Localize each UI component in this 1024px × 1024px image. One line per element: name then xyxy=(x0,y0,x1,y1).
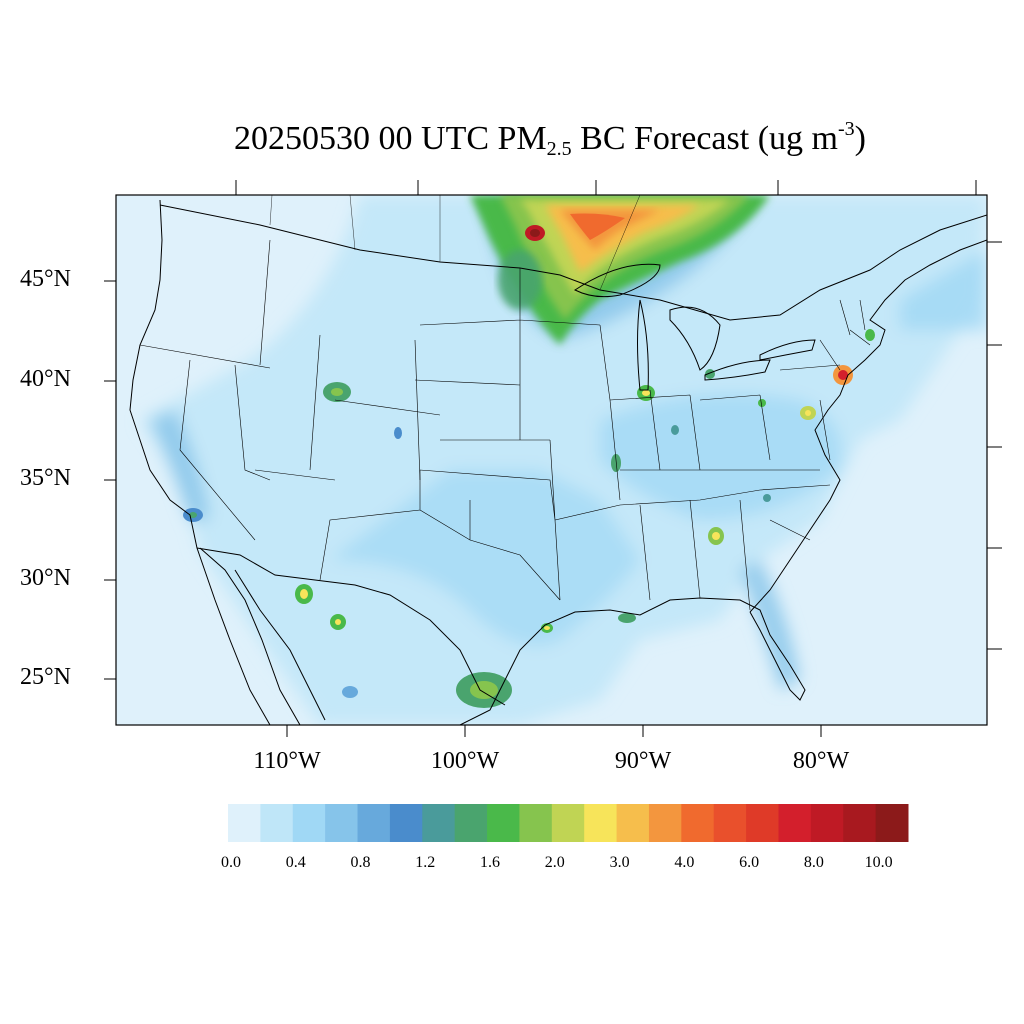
lat-label-35: 35°N xyxy=(20,465,71,491)
lon-label-80: 80°W xyxy=(792,748,850,774)
map-panel xyxy=(104,180,1002,737)
colorbar-swatch xyxy=(228,804,261,842)
lat-label-25: 25°N xyxy=(20,664,71,690)
map-title: 20250530 00 UTC PM2.5 BC Forecast (ug m-… xyxy=(0,118,1024,161)
colorbar-swatch xyxy=(422,804,456,842)
boundaries xyxy=(129,195,987,725)
hotspot-la xyxy=(183,508,203,522)
baja-coastline xyxy=(199,547,301,725)
colorbar-tick-label: 2.0 xyxy=(544,854,565,871)
colorbar-swatch xyxy=(810,804,844,842)
colorbar-swatch xyxy=(843,804,877,842)
lat-label-40: 40°N xyxy=(20,366,71,392)
colorbar-swatch xyxy=(713,804,747,842)
colorbar-swatch xyxy=(357,804,391,842)
colorbar-swatch xyxy=(681,804,715,842)
colorbar-swatch xyxy=(519,804,553,842)
atlantic-coastline xyxy=(749,239,987,613)
hotspot-sonora-a xyxy=(295,584,313,604)
colorbar-swatch xyxy=(875,804,909,842)
colorbar-swatch xyxy=(616,804,650,842)
colorbar-tick-label: 0.0 xyxy=(221,854,241,871)
axis-ticks xyxy=(104,180,1002,737)
state-boundaries xyxy=(139,239,871,611)
colorbar-swatch xyxy=(551,804,585,842)
hotspot-new-orleans xyxy=(618,613,636,623)
concentration-field xyxy=(129,195,987,725)
hotspot-mexico-west xyxy=(342,686,358,698)
colorbar-swatch xyxy=(260,804,294,842)
colorbar-swatch xyxy=(325,804,359,842)
smoke-plume xyxy=(470,195,770,345)
colorbar-tick-label: 1.6 xyxy=(480,854,501,871)
hotspots xyxy=(183,329,875,708)
colorbar-tick-label: 3.0 xyxy=(609,854,630,871)
gulf-of-california xyxy=(234,569,326,721)
colorbar-tick-label: 10.0 xyxy=(864,854,893,871)
colorbar-swatch xyxy=(292,804,326,842)
title-subscript: 2.5 xyxy=(546,138,572,160)
colorbar-tick-label: 0.8 xyxy=(350,854,371,871)
great-lakes xyxy=(574,263,816,391)
title-suffix: ) xyxy=(854,120,866,157)
title-prefix: 20250530 00 UTC PM xyxy=(234,120,547,157)
hotspot-chicago xyxy=(637,385,655,401)
colorbar-swatch xyxy=(487,804,520,842)
colorbar-tick-label: 0.4 xyxy=(285,854,306,871)
hotspot-sonora-b xyxy=(330,614,346,630)
hotspot-dc xyxy=(800,406,816,420)
lon-label-90: 90°W xyxy=(614,748,672,774)
hotspot-mexico xyxy=(456,672,512,708)
hotspot-atlanta xyxy=(708,527,724,545)
hotspot-boston xyxy=(865,329,875,341)
colorbar-swatch xyxy=(746,804,779,842)
hotspot-charlotte xyxy=(763,494,771,502)
pacific-coastline xyxy=(129,199,271,725)
title-middle: BC Forecast (ug m xyxy=(571,120,838,157)
lon-label-110: 110°W xyxy=(253,748,321,774)
colorbar-tick-label: 6.0 xyxy=(739,854,760,871)
canada-us-border xyxy=(159,204,987,321)
hotspot-indianapolis xyxy=(671,425,679,435)
colorbar-swatch xyxy=(389,804,423,842)
gulf-coastline xyxy=(330,597,806,725)
us-mexico-border xyxy=(196,547,506,706)
lat-label-30: 30°N xyxy=(20,565,71,591)
hotspot-pittsburgh xyxy=(758,399,766,407)
colorbar-tick-label: 8.0 xyxy=(803,854,824,871)
map-frame xyxy=(115,194,988,726)
title-superscript: -3 xyxy=(837,118,855,140)
canada-province-lines xyxy=(269,195,641,291)
colorbar-tick-label: 4.0 xyxy=(674,854,695,871)
colorbar xyxy=(228,804,909,842)
hotspot-wyoming xyxy=(323,382,351,402)
colorbar-swatch xyxy=(648,804,682,842)
lat-label-45: 45°N xyxy=(20,266,71,292)
lon-label-100: 100°W xyxy=(430,748,500,774)
hotspot-nyc xyxy=(833,365,853,385)
colorbar-swatch xyxy=(584,804,618,842)
hotspot-denver xyxy=(394,427,402,439)
colorbar-tick-label: 1.2 xyxy=(415,854,436,871)
colorbar-swatch xyxy=(454,804,488,842)
colorbar-swatch xyxy=(778,804,812,842)
